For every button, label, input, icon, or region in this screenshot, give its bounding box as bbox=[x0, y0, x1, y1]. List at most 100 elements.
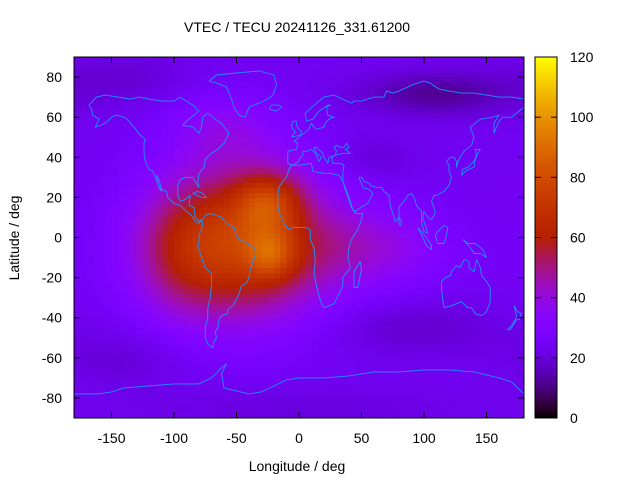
heatmap-cell bbox=[117, 112, 125, 118]
heatmap-cell bbox=[255, 242, 263, 249]
heatmap-cell bbox=[292, 147, 300, 153]
heatmap-cell bbox=[299, 327, 306, 334]
heatmap-cell bbox=[274, 272, 281, 279]
heatmap-cell bbox=[117, 202, 125, 209]
heatmap-cell bbox=[386, 62, 394, 68]
heatmap-cell bbox=[199, 407, 206, 414]
heatmap-cell bbox=[105, 252, 113, 259]
heatmap-cell bbox=[217, 132, 225, 138]
heatmap-cell bbox=[167, 397, 175, 404]
heatmap-cell bbox=[117, 172, 125, 178]
heatmap-cell bbox=[161, 227, 169, 234]
heatmap-cell bbox=[155, 57, 163, 63]
heatmap-cell bbox=[436, 202, 444, 209]
heatmap-cell bbox=[86, 237, 94, 244]
heatmap-cell bbox=[455, 107, 463, 113]
heatmap-cell bbox=[449, 257, 456, 264]
heatmap-cell bbox=[411, 387, 419, 394]
heatmap-cell bbox=[411, 62, 419, 68]
heatmap-cell bbox=[236, 207, 244, 214]
heatmap-cell bbox=[274, 287, 281, 294]
heatmap-cell bbox=[149, 357, 156, 364]
heatmap-cell bbox=[492, 327, 500, 334]
heatmap-cell bbox=[361, 277, 369, 284]
heatmap-cell bbox=[130, 337, 138, 344]
heatmap-cell bbox=[155, 362, 163, 369]
heatmap-cell bbox=[399, 217, 406, 224]
heatmap-cell bbox=[192, 92, 200, 98]
heatmap-cell bbox=[342, 92, 350, 98]
heatmap-cell bbox=[199, 412, 206, 418]
heatmap-cell bbox=[349, 302, 356, 309]
heatmap-cell bbox=[111, 257, 119, 264]
heatmap-cell bbox=[92, 287, 100, 294]
heatmap-cell bbox=[105, 67, 113, 73]
heatmap-cell bbox=[99, 92, 106, 98]
heatmap-cell bbox=[124, 352, 131, 359]
heatmap-cell bbox=[455, 242, 463, 249]
heatmap-cell bbox=[299, 107, 306, 113]
heatmap-cell bbox=[505, 307, 513, 314]
heatmap-cell bbox=[80, 187, 88, 193]
heatmap-cell bbox=[255, 192, 263, 198]
heatmap-cell bbox=[149, 242, 156, 249]
heatmap-cell bbox=[355, 237, 363, 244]
heatmap-cell bbox=[430, 82, 438, 88]
heatmap-cell bbox=[192, 222, 200, 229]
heatmap-cell bbox=[492, 397, 500, 404]
heatmap-cell bbox=[105, 342, 113, 349]
heatmap-cell bbox=[486, 377, 494, 384]
heatmap-cell bbox=[142, 392, 150, 399]
heatmap-cell bbox=[367, 107, 375, 113]
heatmap-cell bbox=[261, 237, 269, 244]
heatmap-cell bbox=[330, 377, 338, 384]
heatmap-cell bbox=[392, 177, 400, 183]
heatmap-cell bbox=[174, 382, 181, 389]
heatmap-cell bbox=[99, 277, 106, 284]
heatmap-cell bbox=[149, 197, 156, 203]
heatmap-cell bbox=[499, 317, 506, 324]
heatmap-cell bbox=[399, 312, 406, 319]
heatmap-cell bbox=[249, 397, 256, 404]
heatmap-cell bbox=[330, 157, 338, 163]
heatmap-cell bbox=[186, 277, 194, 284]
heatmap-cell bbox=[474, 287, 481, 294]
heatmap-cell bbox=[180, 282, 188, 289]
heatmap-cell bbox=[174, 152, 181, 158]
heatmap-cell bbox=[167, 102, 175, 108]
heatmap-cell bbox=[467, 297, 475, 304]
heatmap-cell bbox=[174, 67, 181, 73]
heatmap-cell bbox=[405, 402, 413, 409]
heatmap-cell bbox=[99, 412, 106, 418]
heatmap-cell bbox=[124, 347, 131, 354]
heatmap-cell bbox=[336, 142, 344, 148]
heatmap-cell bbox=[274, 122, 281, 128]
heatmap-cell bbox=[374, 292, 381, 299]
heatmap-cell bbox=[161, 347, 169, 354]
heatmap-cell bbox=[461, 152, 469, 158]
heatmap-cell bbox=[99, 367, 106, 374]
heatmap-cell bbox=[274, 162, 281, 168]
heatmap-cell bbox=[461, 312, 469, 319]
heatmap-cell bbox=[367, 302, 375, 309]
heatmap-cell bbox=[280, 382, 288, 389]
heatmap-cell bbox=[461, 307, 469, 314]
heatmap-cell bbox=[136, 202, 144, 209]
heatmap-cell bbox=[92, 397, 100, 404]
heatmap-cell bbox=[399, 172, 406, 178]
heatmap-cell bbox=[486, 332, 494, 339]
heatmap-cell bbox=[367, 117, 375, 123]
heatmap-cell bbox=[461, 192, 469, 198]
heatmap-cell bbox=[92, 177, 100, 183]
heatmap-cell bbox=[161, 247, 169, 254]
heatmap-cell bbox=[336, 402, 344, 409]
heatmap-cell bbox=[86, 282, 94, 289]
heatmap-cell bbox=[286, 272, 294, 279]
heatmap-cell bbox=[280, 212, 288, 219]
heatmap-cell bbox=[161, 97, 169, 103]
heatmap-cell bbox=[236, 402, 244, 409]
heatmap-cell bbox=[486, 157, 494, 163]
heatmap-cell bbox=[480, 367, 488, 374]
heatmap-cell bbox=[280, 317, 288, 324]
heatmap-cell bbox=[111, 72, 119, 78]
